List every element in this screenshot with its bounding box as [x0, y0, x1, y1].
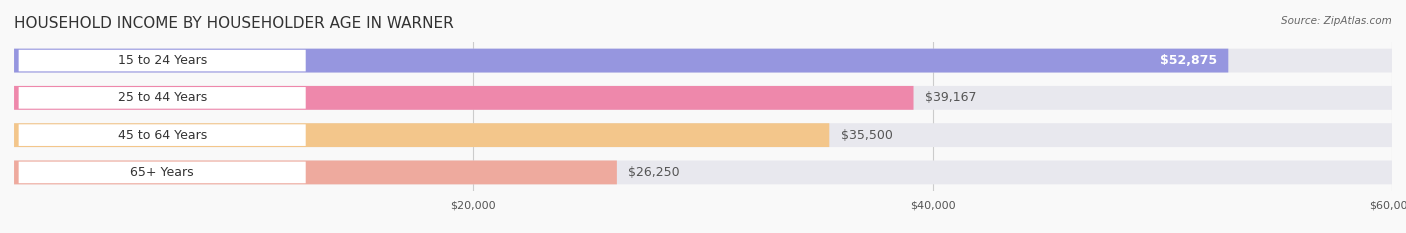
FancyBboxPatch shape [14, 123, 830, 147]
FancyBboxPatch shape [14, 86, 914, 110]
FancyBboxPatch shape [14, 49, 1392, 72]
FancyBboxPatch shape [14, 49, 1229, 72]
FancyBboxPatch shape [18, 87, 305, 109]
FancyBboxPatch shape [14, 86, 1392, 110]
Text: $52,875: $52,875 [1160, 54, 1216, 67]
FancyBboxPatch shape [18, 124, 305, 146]
Text: $35,500: $35,500 [841, 129, 893, 142]
Text: $39,167: $39,167 [925, 91, 977, 104]
Text: 15 to 24 Years: 15 to 24 Years [118, 54, 207, 67]
Text: 45 to 64 Years: 45 to 64 Years [118, 129, 207, 142]
FancyBboxPatch shape [18, 50, 305, 71]
Text: 65+ Years: 65+ Years [131, 166, 194, 179]
Text: 25 to 44 Years: 25 to 44 Years [118, 91, 207, 104]
FancyBboxPatch shape [14, 161, 1392, 184]
Text: HOUSEHOLD INCOME BY HOUSEHOLDER AGE IN WARNER: HOUSEHOLD INCOME BY HOUSEHOLDER AGE IN W… [14, 16, 454, 31]
FancyBboxPatch shape [14, 123, 1392, 147]
Text: $26,250: $26,250 [628, 166, 681, 179]
FancyBboxPatch shape [18, 162, 305, 183]
Text: Source: ZipAtlas.com: Source: ZipAtlas.com [1281, 16, 1392, 26]
FancyBboxPatch shape [14, 161, 617, 184]
